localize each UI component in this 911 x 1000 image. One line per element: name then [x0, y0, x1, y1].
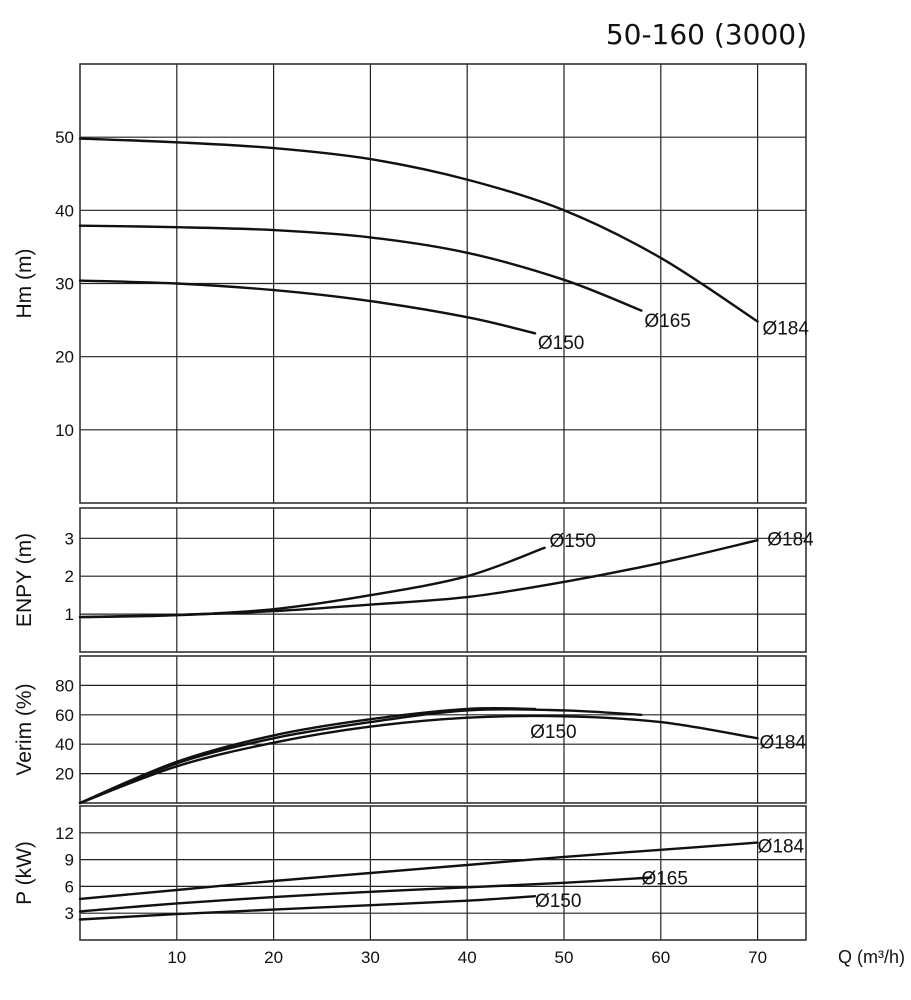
curve-efficiency-d184 [78, 714, 759, 805]
curve-label-d150: Ø150 [538, 333, 584, 354]
curve-label-d150: Ø150 [530, 722, 576, 743]
y-tick-label: 3 [65, 529, 74, 548]
y-tick-label: 10 [55, 421, 74, 440]
y-tick-label: 60 [55, 706, 74, 725]
x-tick-label: 10 [167, 948, 186, 967]
curve-npsh-d150 [78, 546, 546, 619]
y-tick-label: 6 [65, 877, 74, 896]
curve-label-d184: Ø184 [767, 529, 814, 550]
curve-head-d184 [78, 137, 759, 323]
x-tick-label: 70 [748, 948, 767, 967]
y-axis-label-npsh: ENPY (m) [13, 533, 36, 627]
y-tick-label: 12 [55, 824, 74, 843]
y-tick-label: 50 [55, 128, 74, 147]
y-axis-label-power: P (kW) [13, 841, 36, 905]
y-tick-label: 20 [55, 765, 74, 784]
y-tick-label: 80 [55, 676, 74, 695]
chart-title: 50-160 (3000) [605, 18, 807, 51]
curve-label-d165: Ø165 [644, 311, 690, 332]
curve-power-d150 [78, 895, 537, 921]
curve-label-d150: Ø150 [549, 531, 595, 552]
x-tick-label: 40 [458, 948, 477, 967]
x-tick-label: 30 [361, 948, 380, 967]
curve-efficiency-d165 [78, 708, 643, 805]
panel-frame-power [79, 805, 807, 941]
y-tick-label: 3 [65, 904, 74, 923]
curve-label-d165: Ø165 [641, 868, 687, 889]
y-tick-label: 2 [65, 567, 74, 586]
curve-power-d184 [78, 841, 759, 901]
curve-npsh-d184 [78, 539, 759, 619]
curve-head-d165 [78, 224, 643, 312]
y-axis-label-efficiency: Verim (%) [13, 683, 36, 775]
x-tick-label: 20 [264, 948, 283, 967]
y-tick-label: 9 [65, 851, 74, 870]
curve-label-d184: Ø184 [762, 318, 809, 339]
x-tick-label: 50 [555, 948, 574, 967]
curve-label-d184: Ø184 [760, 732, 807, 753]
y-tick-label: 40 [55, 735, 74, 754]
curve-head-d150 [78, 279, 537, 335]
curve-efficiency-d150 [78, 706, 537, 805]
y-tick-label: 40 [55, 201, 74, 220]
y-tick-label: 20 [55, 348, 74, 367]
x-axis-label: Q (m³/h) [838, 947, 905, 967]
curve-label-d150: Ø150 [535, 891, 581, 912]
panel-frame-efficiency [79, 655, 807, 804]
y-axis-label-head: Hm (m) [13, 249, 36, 319]
curve-label-d184: Ø184 [758, 836, 805, 857]
x-tick-label: 60 [651, 948, 670, 967]
panel-frame-head [79, 63, 807, 504]
curve-power-d165 [78, 876, 653, 913]
y-tick-label: 1 [65, 605, 74, 624]
y-tick-label: 30 [55, 275, 74, 294]
panel-frame-npsh [79, 507, 807, 653]
